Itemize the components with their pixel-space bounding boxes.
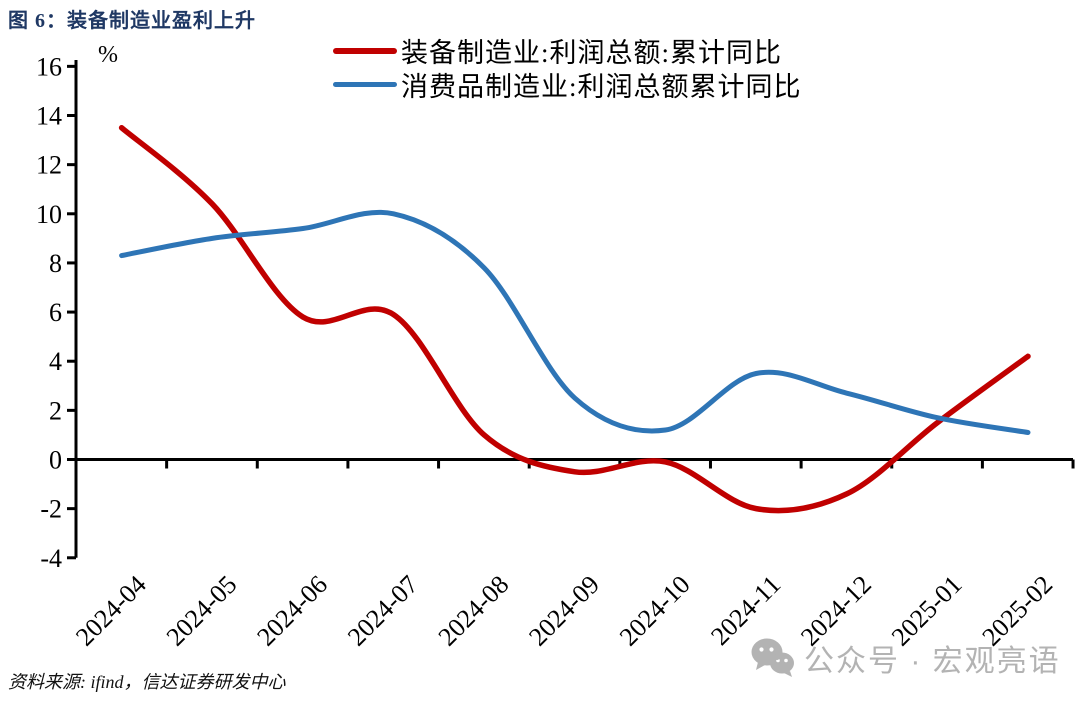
y-tick-label: 16	[36, 52, 62, 81]
y-tick-label: -4	[40, 544, 62, 573]
y-tick-label: 6	[49, 298, 62, 327]
y-tick-label: 12	[36, 151, 62, 180]
y-axis-unit-label: %	[98, 42, 118, 68]
x-tick-label: 2024-09	[523, 570, 605, 652]
legend-item-consumer: 消费品制造业:利润总额累计同比	[333, 68, 802, 102]
legend-label-consumer: 消费品制造业:利润总额累计同比	[401, 72, 802, 102]
legend-label-equipment: 装备制造业:利润总额:累计同比	[401, 38, 783, 68]
y-tick-label: 8	[49, 249, 62, 278]
series-line-consumer	[119, 209, 1031, 435]
wechat-icon	[751, 638, 794, 677]
y-tick-label: 2	[49, 396, 62, 425]
legend-item-equipment: 装备制造业:利润总额:累计同比	[333, 34, 802, 68]
red-line-swatch	[333, 47, 397, 54]
y-tick-label: 14	[36, 102, 62, 131]
x-tick-label: 2024-04	[70, 570, 152, 652]
y-tick-label: -2	[40, 495, 62, 524]
x-tick-label: 2024-08	[433, 570, 515, 652]
y-tick-label: 0	[49, 446, 62, 475]
legend: 装备制造业:利润总额:累计同比 消费品制造业:利润总额累计同比	[333, 34, 802, 102]
source-note: 资料来源: ifind，信达证券研发中心	[8, 672, 286, 692]
x-tick-label: 2024-10	[614, 570, 696, 652]
page-title: 图 6：装备制造业盈利上升	[8, 10, 256, 32]
blue-line-swatch	[333, 82, 397, 87]
watermark: 公众号 · 宏观亮语	[750, 636, 1061, 680]
series-line-equipment	[118, 125, 1031, 514]
y-tick-label: 10	[36, 200, 62, 229]
watermark-text: 公众号 · 宏观亮语	[804, 645, 1061, 678]
x-tick-label: 2024-05	[161, 570, 243, 652]
x-tick-label: 2024-07	[342, 570, 424, 652]
x-tick-label: 2024-06	[251, 570, 333, 652]
y-tick-label: 4	[49, 347, 62, 376]
